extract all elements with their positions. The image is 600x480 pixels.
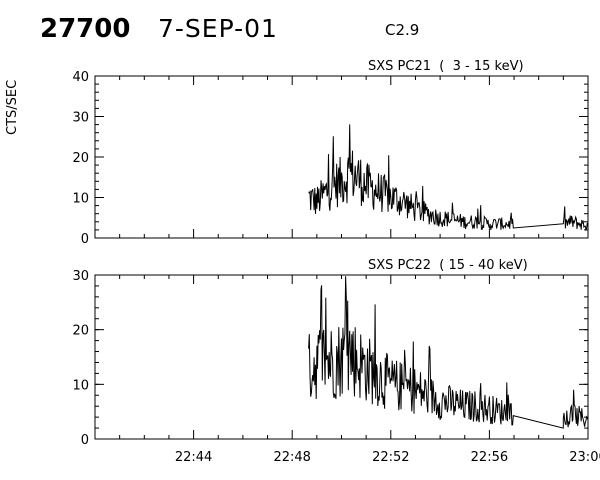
- panel1-ytick-label: 10: [72, 192, 89, 207]
- panel2-ytick-label: 30: [72, 269, 89, 284]
- panel1-title: SXS PC21 ( 3 - 15 keV): [368, 59, 524, 74]
- panel2-ytick-label: 20: [72, 324, 89, 339]
- panel1-frame: [94, 75, 589, 239]
- panel1-ytick-label: 30: [72, 111, 89, 126]
- panel1-light-curve: [308, 124, 589, 232]
- xtick-label: 22:52: [372, 450, 409, 465]
- xtick-label: 22:44: [175, 450, 212, 465]
- panel2-light-curve: [308, 276, 589, 429]
- xtick-label: 23:00: [569, 450, 600, 465]
- panel2-title: SXS PC22 ( 15 - 40 keV): [368, 258, 528, 273]
- panel1-ytick-label: 20: [72, 151, 89, 166]
- panel1-ytick-label: 40: [72, 70, 89, 85]
- event-id: 27700: [40, 14, 131, 44]
- panel2-ytick-label: 10: [72, 378, 89, 393]
- event-date: 7-SEP-01: [158, 14, 278, 43]
- panel1-ytick-label: 0: [81, 232, 89, 247]
- xtick-label: 22:56: [471, 450, 508, 465]
- flare-class: C2.9: [385, 21, 420, 39]
- panel2-ytick-label: 0: [81, 433, 89, 448]
- xtick-label: 22:48: [273, 450, 310, 465]
